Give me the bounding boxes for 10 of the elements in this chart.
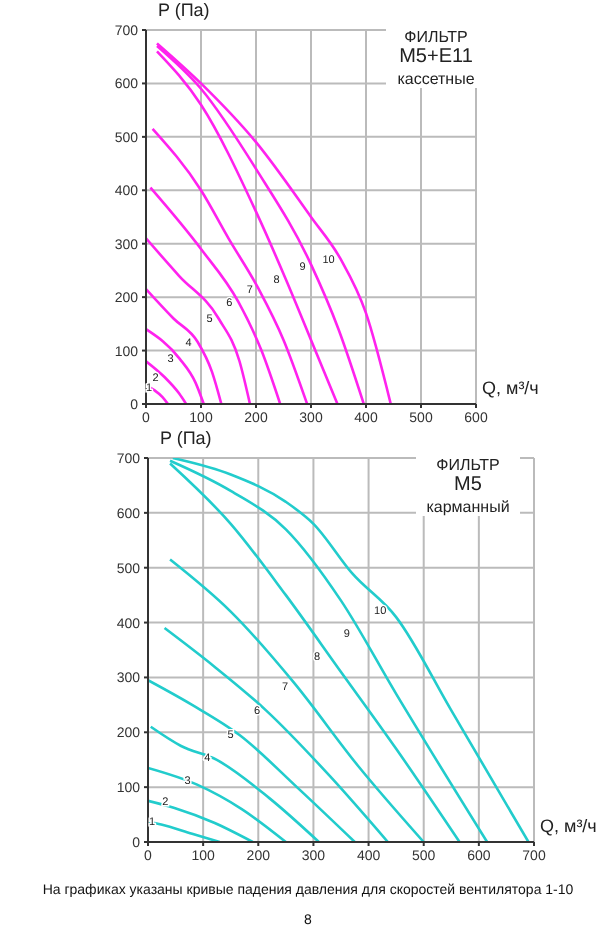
annotation: кассетные (395, 69, 477, 88)
y-axis-title: P (Па) (160, 428, 212, 448)
x-axis-title: Q, м³/ч (540, 816, 597, 836)
y-axis-title: P (Па) (158, 0, 210, 20)
chart-title: ФИЛЬТР (402, 28, 470, 47)
text: M5 (452, 474, 484, 498)
annotation: карманный (424, 497, 512, 516)
chart-title: ФИЛЬТР (434, 456, 502, 475)
text: M5+E11 (397, 46, 475, 70)
x-axis-title: Q, м³/ч (482, 378, 539, 398)
